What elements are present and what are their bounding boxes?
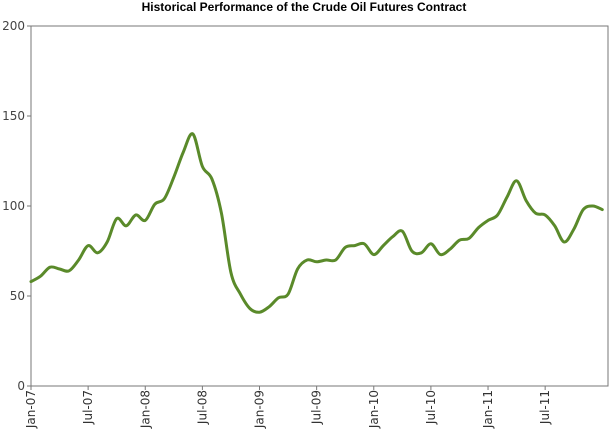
x-tick-label: Jan-08 (138, 390, 152, 429)
x-axis-ticks: Jan-07 Jul-07 Jan-08 Jul-08 Jan-09 Jul-09 Jan-… (24, 386, 552, 429)
x-tick-label: Jan-09 (253, 390, 267, 429)
x-tick-label: Jul-10 (424, 390, 438, 425)
x-tick-label: Jul-07 (81, 390, 95, 425)
x-tick-label: Jan-07 (24, 390, 38, 429)
y-tick-label: 200 (2, 19, 25, 33)
x-tick-label: Jan-10 (367, 390, 381, 429)
x-tick-label: Jul-11 (538, 390, 552, 425)
y-tick-label: 150 (2, 109, 25, 123)
y-tick-label: 100 (2, 199, 25, 213)
x-tick-label: Jul-08 (195, 390, 209, 425)
y-tick-label: 0 (17, 379, 25, 393)
x-tick-label: Jan-11 (481, 390, 495, 429)
y-tick-label: 50 (10, 289, 25, 303)
chart-title: Historical Performance of the Crude Oil … (142, 0, 467, 14)
plot-area-frame (30, 25, 609, 387)
crude-oil-price-line (29, 132, 604, 314)
y-axis-ticks: 0 50 100 150 200 (2, 19, 31, 393)
x-tick-label: Jul-09 (310, 390, 324, 425)
